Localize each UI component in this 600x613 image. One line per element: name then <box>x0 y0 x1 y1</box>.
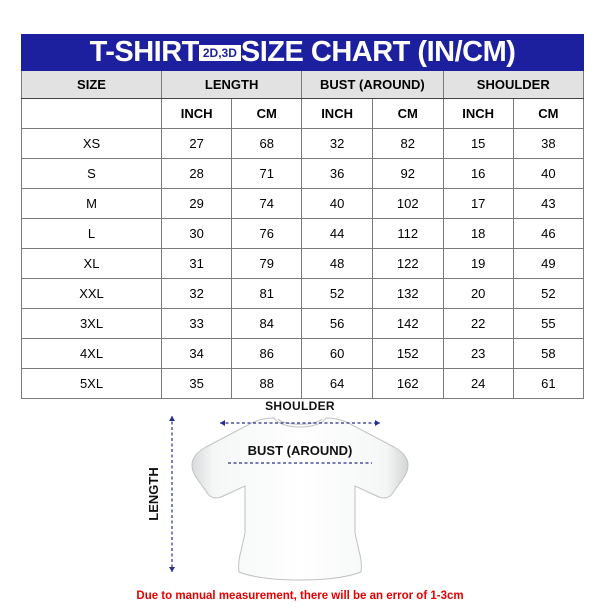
svg-text:LENGTH: LENGTH <box>146 467 161 520</box>
svg-text:BUST (AROUND): BUST (AROUND) <box>248 443 353 458</box>
svg-text:SHOULDER: SHOULDER <box>265 399 335 413</box>
